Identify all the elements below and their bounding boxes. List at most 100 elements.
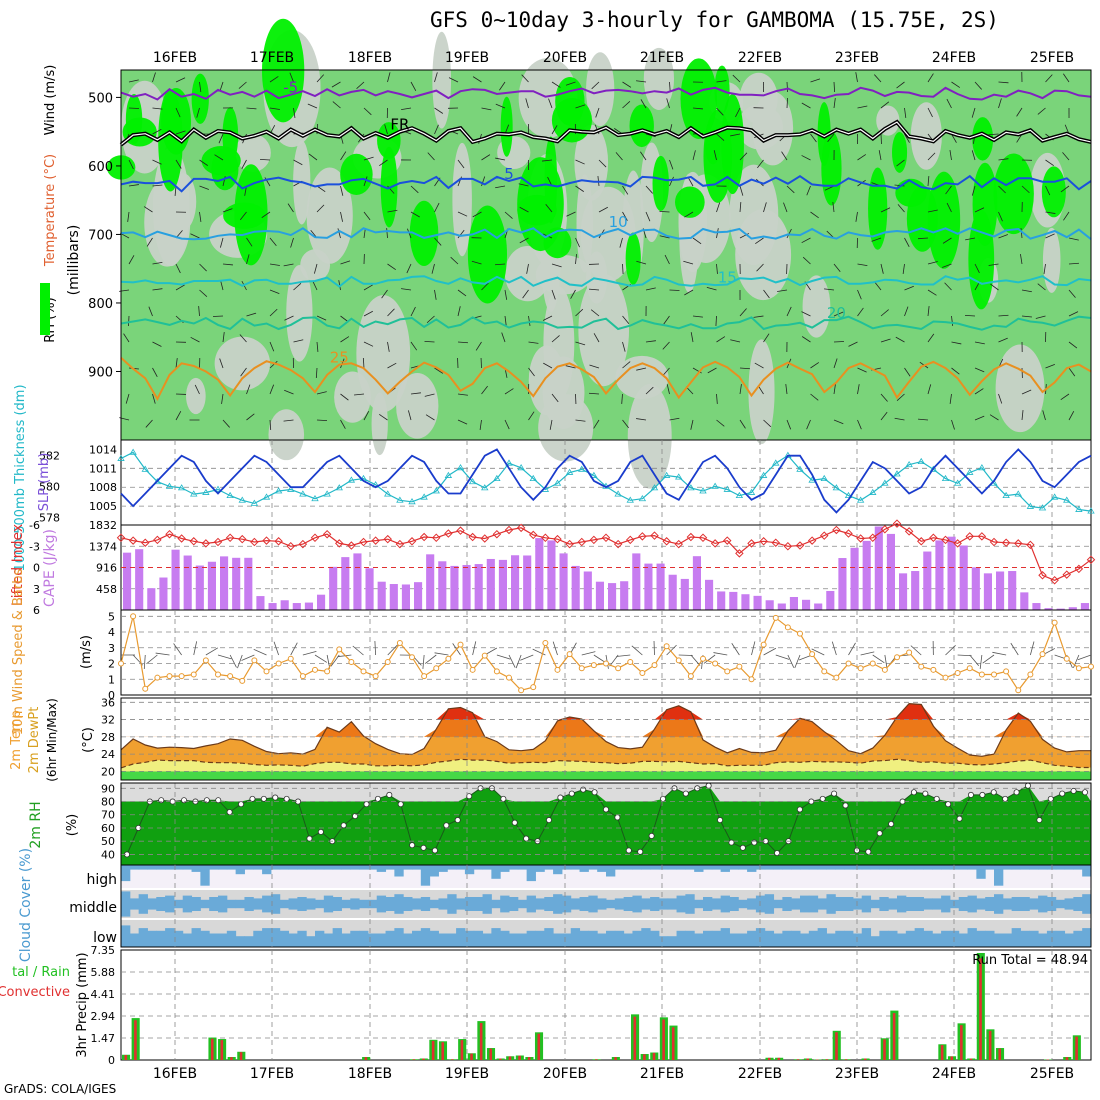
cloud-cell-low — [949, 930, 960, 947]
rh-point — [260, 795, 267, 802]
cloud-cell-middle — [332, 897, 342, 911]
wind-barb — [143, 206, 153, 213]
lifted-index-point — [153, 535, 162, 545]
date-label-bottom: 22FEB — [738, 1066, 782, 1082]
wind-barb-10m — [253, 648, 267, 656]
cape-tick-label: 458 — [96, 583, 117, 596]
wind-barb — [739, 308, 747, 317]
cloud-cell-low — [588, 930, 598, 947]
dewpoint-line — [120, 758, 1091, 769]
cloud-cell-middle — [632, 895, 642, 913]
wind-barb — [152, 341, 162, 347]
rh-low-region — [186, 377, 206, 415]
wind-barb — [716, 202, 721, 213]
cloud-cell-low — [500, 930, 510, 947]
lifted-index-point — [613, 539, 623, 549]
wind-barb — [128, 315, 130, 327]
wind-barb — [663, 315, 670, 325]
cape-bar — [632, 553, 641, 610]
wind-barb — [810, 78, 821, 83]
rh-point — [1047, 795, 1054, 802]
lifted-index-point — [456, 526, 465, 535]
wind-barb — [198, 306, 200, 317]
precip-convective-bar — [864, 1058, 867, 1060]
wind-barb — [504, 388, 514, 395]
wind-barb — [855, 72, 858, 83]
cloud-cell-middle — [394, 894, 404, 914]
cloud-cell-middle — [729, 897, 739, 911]
cloud-cell-low — [888, 930, 898, 947]
thickness-point — [723, 485, 731, 492]
rh-point — [215, 797, 222, 804]
cloud-cell-low — [1002, 933, 1013, 947]
lifted-index-tick-label: -6 — [29, 519, 40, 532]
wind-barb — [716, 393, 718, 404]
cloud-cell-low — [464, 930, 475, 947]
wind-barb — [785, 384, 788, 395]
cloud-cell-high — [394, 865, 404, 877]
wind-barb — [806, 419, 811, 430]
wind-barb — [894, 417, 905, 421]
rh-point — [831, 790, 838, 797]
slp-line — [120, 448, 1092, 514]
date-label-top: 20FEB — [543, 50, 587, 66]
thickness-point — [287, 485, 295, 492]
wind-barb — [827, 133, 835, 142]
wind-barb — [410, 81, 417, 91]
cloud-cell-high — [844, 865, 854, 870]
cloud-cell-middle — [350, 898, 360, 910]
rh-low-region — [543, 286, 575, 401]
wind-tick-label: 1 — [108, 673, 115, 686]
precip-convective-bar — [412, 1059, 416, 1060]
thickness-point — [565, 468, 574, 475]
cloud-cell-high — [226, 865, 237, 870]
cape-bar — [935, 540, 944, 610]
cloud-cell-middle — [623, 897, 633, 911]
wind-barb — [575, 159, 585, 165]
rh-point — [431, 847, 438, 854]
rh-low-region — [214, 336, 271, 391]
wind-barb-10m — [872, 654, 885, 664]
cloud-cell-low — [852, 933, 863, 947]
lifted-index-point — [177, 534, 186, 543]
cloud-cell-high — [517, 865, 528, 870]
pressure-axis-label: (millibars) — [66, 225, 82, 296]
wind-barb — [659, 210, 670, 213]
rh-high-region — [891, 131, 908, 173]
cloud-cell-high — [553, 865, 563, 875]
cloud-cell-high — [597, 865, 607, 872]
lifted-index-point — [347, 541, 356, 550]
wind-barb — [951, 341, 962, 345]
wind-barb — [974, 415, 985, 421]
cloud-cell-high — [994, 865, 1004, 886]
rh-point — [557, 794, 564, 801]
rh-low-region — [538, 394, 594, 462]
wind-barb — [810, 211, 819, 219]
cloud-cell-high — [897, 865, 907, 870]
lifted-index-point — [238, 534, 247, 544]
cloud-cell-high — [941, 865, 951, 870]
wind-barb — [971, 150, 976, 161]
wind-barb — [427, 152, 435, 161]
wind-barb — [481, 154, 491, 161]
cloud-cell-low — [306, 936, 316, 947]
cloud-cell-high — [1055, 865, 1066, 870]
cloud-cell-middle — [173, 899, 184, 909]
wind-barb — [340, 336, 350, 343]
lifted-index-point — [965, 532, 974, 541]
wind-barb — [410, 341, 418, 351]
lifted-index-point — [1001, 538, 1011, 547]
thickness-point — [1038, 504, 1047, 511]
isotherm-label: 5 — [504, 165, 514, 183]
wind-barb — [857, 263, 868, 267]
wind-barb — [880, 338, 891, 343]
wind-speed-point — [1015, 687, 1022, 694]
rh-low-region — [748, 339, 775, 445]
wind-barb — [406, 263, 412, 274]
rh-point — [340, 822, 347, 829]
rh-low-region — [876, 105, 900, 136]
cloud-cell-low — [782, 930, 792, 947]
wind-barb — [716, 263, 718, 274]
precip-convective-bar — [950, 1056, 954, 1060]
